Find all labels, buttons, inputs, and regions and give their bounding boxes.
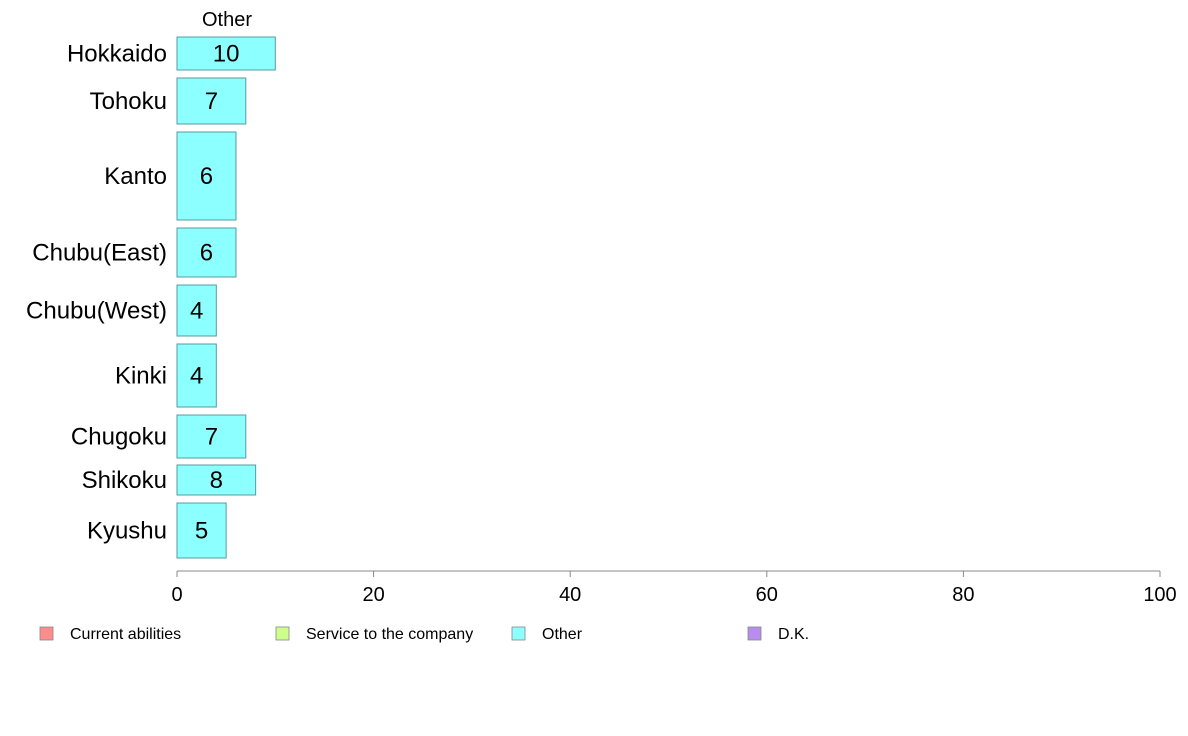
x-tick-label: 80 (952, 584, 974, 606)
category-label: Kinki (115, 363, 167, 390)
category-label: Hokkaido (67, 41, 167, 68)
legend-swatch (511, 626, 526, 641)
x-tick-label: 100 (1143, 584, 1176, 606)
data-label: 10 (213, 41, 240, 68)
legend: Current abilities Service to the company O… (39, 626, 809, 643)
x-tick-label: 0 (171, 584, 182, 606)
x-axis: 0 20 40 60 80 100 (171, 570, 1177, 606)
data-label: 4 (190, 363, 203, 390)
legend-swatch (747, 626, 762, 641)
data-label: 6 (200, 163, 213, 190)
category-label: Shikoku (82, 467, 167, 494)
bar (176, 464, 257, 496)
series-header: Other (202, 9, 252, 31)
bars (176, 36, 276, 559)
x-tick-label: 60 (756, 584, 778, 606)
data-label: 6 (200, 240, 213, 267)
legend-label: Current abilities (70, 626, 181, 643)
category-label: Chubu(East) (32, 240, 167, 267)
data-label: 4 (190, 298, 203, 325)
bar (176, 131, 237, 221)
bar (176, 284, 217, 337)
category-label: Kyushu (87, 518, 167, 545)
data-labels: 10 7 6 6 4 4 7 85 (190, 41, 240, 545)
legend-swatch (39, 626, 54, 641)
x-tick-label: 40 (559, 584, 581, 606)
bar (176, 502, 227, 559)
legend-label: Other (542, 626, 583, 643)
category-label: Kanto (104, 163, 167, 190)
legend-label: D.K. (778, 626, 809, 643)
bar (176, 343, 217, 408)
data-label: 7 (205, 424, 218, 451)
data-label: 7 (205, 88, 218, 115)
legend-swatch (275, 626, 290, 641)
category-label: Chugoku (71, 424, 167, 451)
data-label: 8 (210, 467, 223, 494)
bar (176, 77, 247, 125)
category-labels: Hokkaido Tohoku Kanto Chubu(East) Chubu(West… (26, 41, 167, 545)
legend-label: Service to the company (306, 626, 473, 643)
bar (176, 414, 247, 459)
category-label: Chubu(West) (26, 298, 167, 325)
x-tick-label: 20 (362, 584, 384, 606)
bar (176, 36, 276, 71)
data-label: 5 (195, 518, 208, 545)
category-label: Tohoku (90, 88, 167, 115)
bar (176, 227, 237, 278)
